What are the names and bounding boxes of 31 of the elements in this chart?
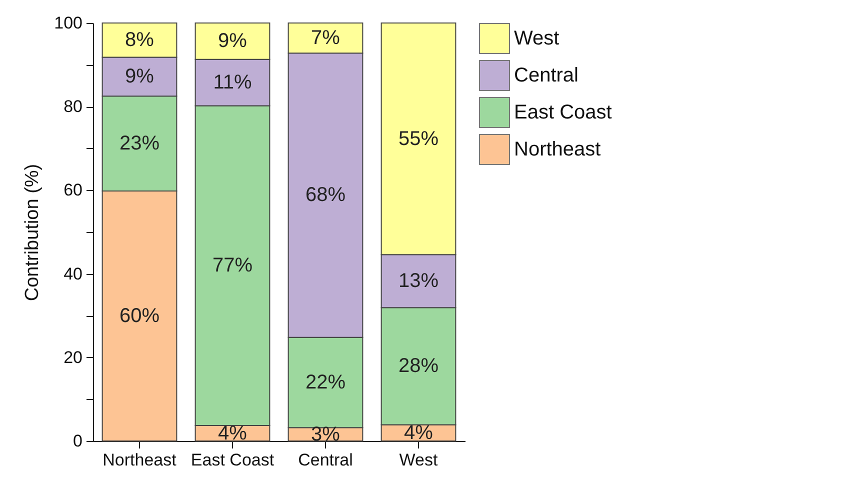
data-label: 55% (398, 128, 439, 150)
data-label: 4% (218, 422, 248, 444)
legend-label: West (514, 28, 560, 50)
data-label: 7% (311, 27, 340, 50)
data-label: 9% (125, 66, 154, 88)
text: East Coast (514, 102, 612, 124)
x-tick-label: West (399, 450, 438, 470)
data-label: 3% (311, 423, 340, 446)
data-label: 8% (125, 29, 154, 52)
y-tick-label: 40 (64, 264, 82, 284)
data-label: 28% (398, 355, 439, 378)
data-label: 22% (305, 371, 346, 394)
x-tick-label: Northeast (102, 450, 177, 470)
y-tick-label: 60 (64, 180, 82, 200)
x-tick-label: Central (298, 450, 353, 470)
data-label: 77% (212, 254, 253, 277)
data-label: 13% (398, 270, 439, 292)
y-tick-label: 80 (64, 97, 82, 116)
y-tick-label: 20 (64, 348, 82, 367)
x-tick-label: East Coast (190, 450, 274, 470)
data-label: 23% (119, 132, 160, 155)
y-tick-label: 100 (54, 14, 82, 32)
data-label: 11% (213, 72, 252, 94)
legend-label: Central (514, 64, 578, 86)
legend-label: Northeast (514, 138, 602, 160)
data-label: 9% (218, 30, 248, 52)
y-tick-label: 0 (73, 432, 82, 450)
data-label: 60% (119, 305, 160, 328)
data-label: 68% (305, 184, 346, 206)
data-label: 4% (404, 422, 434, 444)
y-axis-title: Contribution (%) (22, 164, 44, 302)
